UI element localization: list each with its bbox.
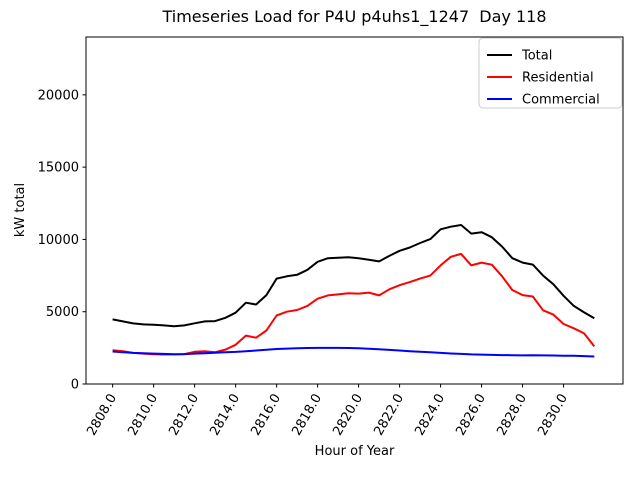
- x-tick-label: 2824.0: [412, 392, 448, 439]
- residential-line: [112, 252, 596, 356]
- x-tick-label: 2826.0: [453, 391, 489, 438]
- y-axis-ticks: 0 5000 10000 15000 20000: [38, 88, 86, 393]
- total-line: [112, 224, 595, 328]
- x-tick-label: 2820.0: [330, 392, 366, 439]
- y-tick-label: 15000: [38, 161, 79, 176]
- y-axis-label: kW total: [13, 183, 28, 237]
- x-tick-label: 2828.0: [494, 392, 530, 439]
- y-tick-label: 10000: [38, 233, 79, 248]
- x-tick-label: 2830.0: [535, 392, 571, 439]
- legend: Total Residential Commercial: [478, 37, 623, 109]
- legend-box: [478, 37, 623, 109]
- legend-total-label: Total: [521, 49, 552, 64]
- commercial-line: [112, 346, 595, 358]
- x-axis-ticks: 2808.0 2810.0 2812.0 2814.0 2816.0 2818.0 2820…: [84, 384, 571, 438]
- x-tick-label: 2818.0: [289, 392, 325, 439]
- x-tick-label: 2822.0: [371, 392, 407, 439]
- x-tick-label: 2812.0: [166, 392, 202, 439]
- y-tick-label: 5000: [46, 305, 79, 320]
- x-axis-label: Hour of Year: [314, 444, 395, 459]
- legend-residential-label: Residential: [522, 71, 594, 86]
- chart-title: Timeseries Load for P4U p4uhs1_1247 Day …: [162, 7, 547, 26]
- legend-commercial-label: Commercial: [522, 93, 600, 108]
- x-tick-label: 2814.0: [207, 392, 243, 439]
- data-lines: [112, 224, 596, 358]
- x-tick-label: 2816.0: [248, 392, 284, 439]
- x-tick-label: 2808.0: [84, 392, 120, 439]
- y-tick-label: 0: [71, 378, 79, 393]
- y-tick-label: 20000: [38, 88, 79, 103]
- x-tick-label: 2810.0: [125, 392, 161, 439]
